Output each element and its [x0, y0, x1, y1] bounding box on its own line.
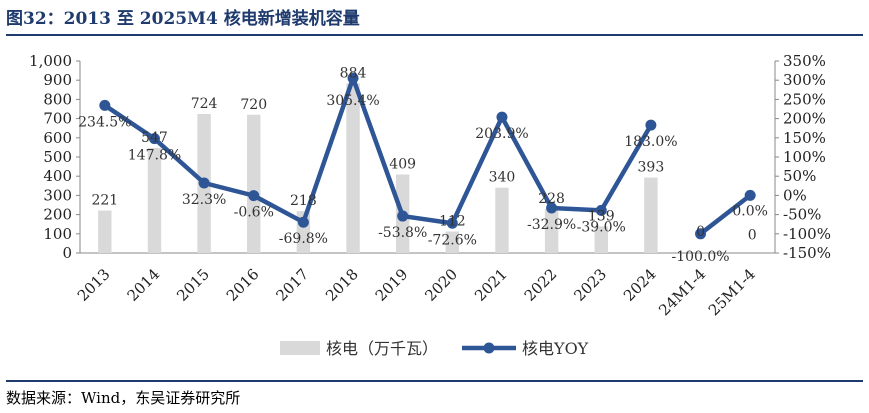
bar-value-label: 393 [638, 160, 665, 176]
left-tick-label: 700 [43, 110, 72, 128]
x-tick-label: 2014 [124, 265, 164, 305]
bar [445, 231, 460, 253]
bar [495, 187, 509, 253]
x-tick-label: 25M1-4 [705, 265, 759, 319]
right-tick-label: 200% [783, 110, 826, 128]
x-tick-label: 2018 [322, 265, 362, 305]
right-tick-label: 300% [783, 71, 826, 89]
legend-bar-swatch [280, 341, 320, 355]
right-tick-label: 350% [783, 52, 826, 70]
left-tick-label: 300 [43, 186, 72, 204]
right-tick-label: -50% [783, 206, 821, 224]
yoy-point [297, 216, 309, 228]
bar [594, 226, 608, 253]
yoy-line [103, 75, 653, 226]
right-tick-label: 150% [783, 129, 826, 147]
yoy-value-label: 183.0% [624, 134, 677, 150]
bar-value-label: 547 [141, 130, 168, 146]
yoy-value-label: -69.8% [279, 231, 328, 247]
yoy-value-label: -32.9% [527, 217, 576, 233]
yoy-value-label: -53.8% [378, 225, 427, 241]
bar [544, 209, 559, 253]
yoy-value-label: 32.3% [182, 192, 226, 208]
x-tick-label: 2016 [223, 265, 263, 305]
x-tick-label: 2021 [471, 265, 511, 305]
yoy-point [347, 72, 359, 84]
yoy-value-label: -0.6% [234, 205, 274, 221]
right-tick-label: 100% [783, 148, 826, 166]
yoy-point [645, 119, 657, 131]
yoy-point [695, 228, 707, 240]
x-tick-label: 2013 [74, 265, 114, 305]
legend-line-marker [483, 342, 495, 354]
yoy-point [99, 99, 111, 111]
chart-title: 图32：2013 至 2025M4 核电新增装机容量 [6, 9, 360, 29]
yoy-point [546, 202, 558, 214]
yoy-point [595, 204, 607, 216]
yoy-point [148, 133, 160, 145]
bar-value-label: 139 [588, 208, 615, 224]
yoy-value-label: 234.5% [78, 114, 131, 130]
right-tick-label: -150% [783, 244, 831, 262]
bar-value-label: 228 [538, 191, 565, 207]
bar [346, 83, 360, 253]
right-tick-label: 50% [783, 167, 816, 185]
left-tick-label: 0 [62, 244, 72, 262]
chart: 01002003004005006007008009001,000-150%-1… [29, 52, 831, 358]
right-tick-label: 250% [783, 90, 826, 108]
x-tick-label: 24M1-4 [655, 265, 709, 319]
right-tick-label: 0% [783, 186, 807, 204]
yoy-value-label: -100.0% [671, 249, 729, 265]
left-tick-label: 600 [43, 129, 72, 147]
x-tick-label: 2023 [570, 265, 610, 305]
bar-value-label: 884 [340, 65, 367, 81]
x-tick-label: 2019 [372, 265, 412, 305]
bar-value-label: 221 [91, 193, 118, 209]
x-tick-label: 2020 [421, 265, 461, 305]
left-tick-label: 900 [43, 71, 72, 89]
yoy-point [397, 210, 409, 222]
x-tick-label: 2022 [521, 265, 561, 305]
bar [147, 147, 162, 253]
yoy-value-label: 203.9% [475, 126, 528, 142]
yoy-line [699, 193, 752, 236]
yoy-point [446, 217, 458, 229]
bar [247, 114, 261, 253]
bar-value-label: 409 [389, 156, 416, 172]
legend-line-label: 核电YOY [522, 339, 589, 358]
bar-value-label: 340 [489, 170, 516, 186]
source-note: 数据来源：Wind，东吴证券研究所 [6, 389, 241, 407]
bar [98, 210, 112, 253]
x-tick-label: 2024 [620, 265, 660, 305]
left-tick-label: 800 [43, 90, 72, 108]
left-tick-label: 200 [43, 206, 72, 224]
yoy-value-label: -72.6% [428, 232, 477, 248]
x-tick-label: 2015 [173, 265, 213, 305]
yoy-value-label: 147.8% [128, 148, 181, 164]
bar-value-label: 0 [696, 224, 705, 240]
left-tick-label: 1,000 [29, 52, 72, 70]
yoy-point [248, 190, 260, 202]
right-tick-label: -100% [783, 225, 831, 243]
bar [644, 177, 658, 253]
yoy-value-label: 305.4% [326, 93, 379, 109]
bar-value-label: 112 [439, 213, 466, 229]
bar-value-label: 724 [191, 96, 218, 112]
title-rule [6, 34, 863, 36]
left-tick-label: 500 [43, 148, 72, 166]
left-tick-label: 100 [43, 225, 72, 243]
yoy-point [198, 177, 210, 189]
yoy-value-label: -39.0% [577, 219, 626, 235]
yoy-point [496, 111, 508, 123]
source-rule [6, 380, 863, 382]
bar-value-label: 720 [240, 97, 267, 113]
left-tick-label: 400 [43, 167, 72, 185]
bar-value-label: 218 [290, 193, 317, 209]
yoy-point [744, 189, 756, 201]
x-tick-label: 2017 [272, 265, 312, 305]
legend-bar-label: 核电（万千瓦） [326, 339, 438, 358]
yoy-value-label: 0.0% [732, 203, 768, 219]
bar-value-label: 0 [748, 227, 757, 243]
